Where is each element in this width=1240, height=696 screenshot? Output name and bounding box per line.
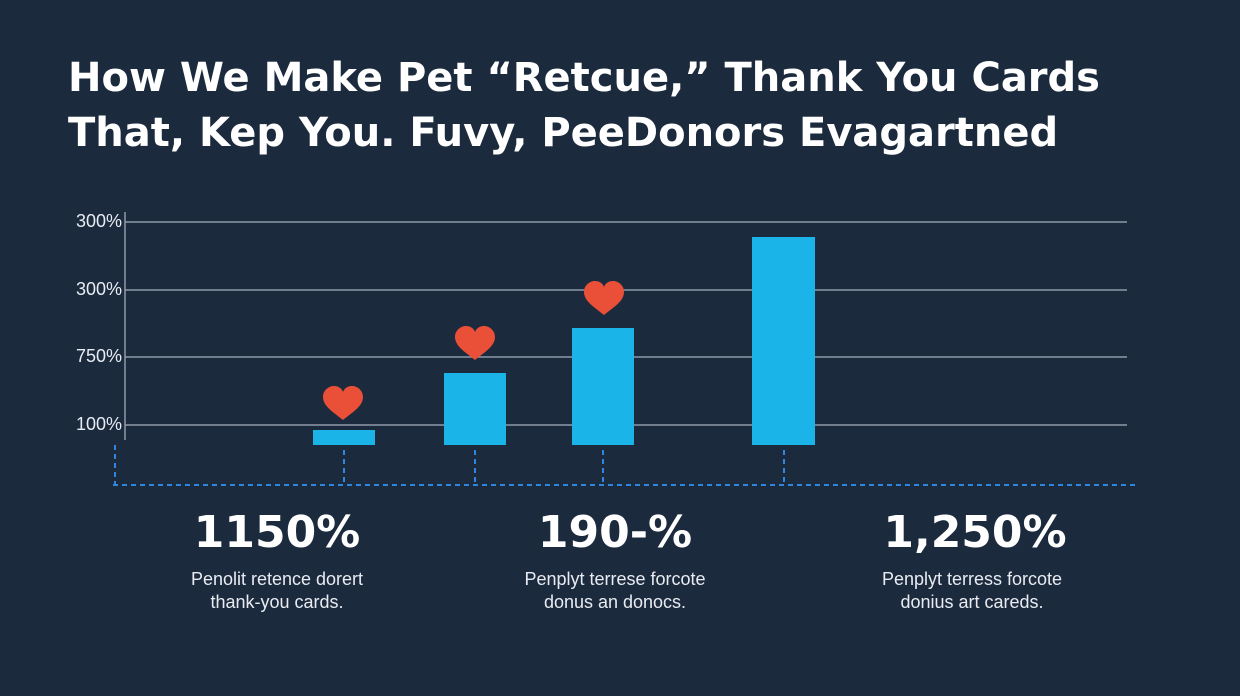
stat-caption: donus an donocs. — [544, 592, 686, 612]
stat-caption: donius art careds. — [900, 592, 1043, 612]
title-line: That, Kep You. Fuvy, PeeDonors Evagartne… — [68, 110, 1058, 156]
bar — [313, 430, 375, 445]
bar — [444, 373, 506, 445]
heart-icon — [455, 326, 495, 360]
axis-label: 750% — [76, 346, 122, 366]
axis-label: 100% — [76, 414, 122, 434]
stat-value: 190-% — [538, 507, 692, 558]
stat-caption: Penolit retence dorert — [191, 569, 363, 589]
heart-icon — [323, 386, 363, 420]
title-line: How We Make Pet “Retcue,” Thank You Card… — [68, 55, 1100, 101]
bar — [572, 328, 634, 445]
axis-label: 300% — [76, 279, 122, 299]
axis-label: 300% — [76, 211, 122, 231]
stat-value: 1,250% — [883, 507, 1066, 558]
stat-value: 1150% — [194, 507, 361, 558]
stat-caption: thank-you cards. — [210, 592, 343, 612]
stat-caption: Penplyt terrese forcote — [524, 569, 705, 589]
bar — [752, 237, 815, 445]
stat-caption: Penplyt terress forcote — [882, 569, 1062, 589]
heart-icon — [584, 281, 624, 315]
